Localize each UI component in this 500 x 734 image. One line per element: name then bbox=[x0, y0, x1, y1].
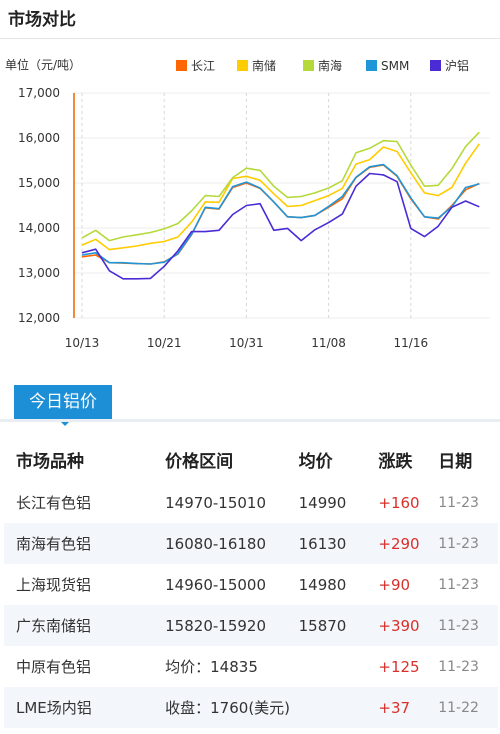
price-range: 均价：14835 bbox=[165, 658, 258, 676]
price-range: 14960-15000 bbox=[165, 575, 266, 594]
header-price-range: 价格区间 bbox=[165, 451, 234, 472]
legend-swatch bbox=[430, 60, 441, 71]
table-row: 广东南储铝 15820-15920 15870 +390 11-23 bbox=[4, 605, 498, 646]
x-tick-label: 10/21 bbox=[147, 336, 182, 350]
header-date: 日期 bbox=[438, 451, 473, 472]
price-range: 16080-16180 bbox=[165, 523, 299, 564]
x-tick-label: 11/08 bbox=[311, 336, 346, 350]
y-tick-label: 13,000 bbox=[18, 266, 60, 280]
price-date: 11-23 bbox=[438, 523, 498, 564]
series-line bbox=[81, 163, 480, 265]
price-date: 11-23 bbox=[438, 605, 498, 646]
y-tick-label: 12,000 bbox=[18, 311, 60, 325]
market-name: 广东南储铝 bbox=[4, 605, 166, 646]
legend-label: 沪铝 bbox=[445, 58, 469, 73]
y-axis: 12,000 13,000 14,000 15,000 16,000 17,000 bbox=[18, 86, 75, 325]
price-date: 11-23 bbox=[438, 658, 479, 675]
tab-underline bbox=[0, 419, 500, 422]
header-average: 均价 bbox=[298, 451, 333, 472]
series-line bbox=[81, 131, 480, 242]
series-line bbox=[81, 143, 480, 251]
legend-label: 南储 bbox=[252, 58, 276, 73]
x-tick-label: 10/31 bbox=[229, 336, 264, 350]
market-name: 上海现货铝 bbox=[16, 576, 92, 594]
y-tick-label: 16,000 bbox=[18, 131, 60, 145]
market-name: 南海有色铝 bbox=[4, 523, 166, 564]
y-tick-label: 14,000 bbox=[18, 221, 60, 235]
x-axis: 10/13 10/21 10/31 11/08 11/16 bbox=[65, 336, 428, 350]
price-range: 收盘：1760(美元) bbox=[165, 687, 299, 728]
average-price bbox=[299, 646, 379, 687]
average-price: 14990 bbox=[298, 493, 347, 512]
market-name: 中原有色铝 bbox=[16, 658, 92, 676]
price-date: 11-22 bbox=[438, 687, 498, 728]
chart-legend: 长江 南储 南海 SMM 沪铝 bbox=[176, 58, 469, 73]
price-line-chart: 单位（元/吨） 长江 南储 南海 SMM 沪铝 12,000 13,000 14,000 15… bbox=[5, 57, 490, 350]
market-name: 长江有色铝 bbox=[16, 494, 92, 512]
price-change: +390 bbox=[378, 605, 439, 646]
table-row: 中原有色铝 均价：14835 +125 11-23 bbox=[4, 646, 498, 687]
tab-today-aluminum-price[interactable]: 今日铝价 bbox=[14, 385, 112, 426]
table-row: LME场内铝 收盘：1760(美元) +37 11-22 bbox=[4, 687, 498, 728]
average-price: 14980 bbox=[298, 575, 347, 594]
y-axis-unit-label: 单位（元/吨） bbox=[5, 57, 81, 72]
average-price: 15870 bbox=[298, 605, 379, 646]
table-row: 长江有色铝 14970-15010 14990 +160 11-23 bbox=[4, 482, 498, 523]
y-tick-label: 17,000 bbox=[18, 86, 60, 100]
x-tick-label: 11/16 bbox=[394, 336, 429, 350]
price-date: 11-23 bbox=[438, 494, 479, 511]
price-change: +90 bbox=[378, 575, 411, 594]
page-header: 市场对比 bbox=[0, 0, 500, 39]
legend-swatch bbox=[237, 60, 248, 71]
market-name: LME场内铝 bbox=[4, 687, 166, 728]
chart-series bbox=[81, 131, 480, 280]
legend-label: SMM bbox=[381, 59, 409, 73]
legend-label: 南海 bbox=[318, 58, 342, 73]
price-date: 11-23 bbox=[438, 576, 479, 593]
price-change: +160 bbox=[378, 493, 420, 512]
price-change: +125 bbox=[378, 657, 420, 676]
price-change: +37 bbox=[378, 687, 439, 728]
legend-swatch bbox=[176, 60, 187, 71]
page-title: 市场对比 bbox=[8, 10, 76, 30]
series-line bbox=[81, 172, 480, 280]
legend-swatch bbox=[303, 60, 314, 71]
header-change: 涨跌 bbox=[378, 451, 413, 472]
price-change: +290 bbox=[378, 523, 439, 564]
price-range: 14970-15010 bbox=[165, 493, 266, 512]
header-market: 市场品种 bbox=[16, 451, 84, 472]
x-tick-label: 10/13 bbox=[65, 336, 100, 350]
table-header-row: 市场品种 价格区间 均价 涨跌 日期 bbox=[4, 436, 498, 482]
price-table: 市场品种 价格区间 均价 涨跌 日期 长江有色铝 14970-15010 149… bbox=[4, 436, 498, 728]
table-row: 上海现货铝 14960-15000 14980 +90 11-23 bbox=[4, 564, 498, 605]
y-tick-label: 15,000 bbox=[18, 176, 60, 190]
average-price: 16130 bbox=[298, 523, 379, 564]
legend-label: 长江 bbox=[191, 59, 215, 73]
table-row: 南海有色铝 16080-16180 16130 +290 11-23 bbox=[4, 523, 498, 564]
chart-grid bbox=[74, 92, 490, 319]
legend-swatch bbox=[366, 60, 377, 71]
average-price bbox=[298, 687, 379, 728]
price-range: 15820-15920 bbox=[165, 605, 299, 646]
